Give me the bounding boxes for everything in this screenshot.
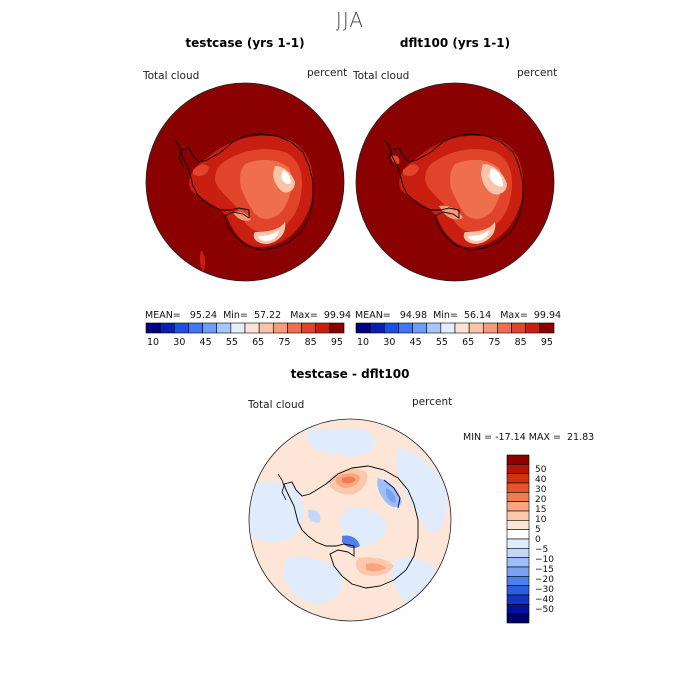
colorbar-tick-label: 10: [535, 515, 547, 525]
colorbar-swatch: [506, 529, 530, 540]
colorbar-swatch: [440, 322, 456, 334]
panel1-title: testcase (yrs 1-1): [185, 36, 305, 50]
colorbar-tick-label: 65: [252, 337, 264, 348]
colorbar-tick-label: 75: [488, 337, 500, 348]
colorbar-swatch: [355, 322, 371, 334]
colorbar-swatch: [272, 322, 288, 334]
colorbar-swatch: [506, 576, 530, 586]
colorbar-swatch: [301, 322, 317, 334]
diff-polar-map: [248, 418, 452, 622]
diff-units: percent: [412, 396, 453, 408]
colorbar-tick-label: 75: [278, 337, 290, 348]
colorbar-tick-label: 95: [541, 337, 553, 348]
colorbar-swatch: [506, 557, 530, 568]
colorbar-tick-label: −50: [535, 605, 554, 615]
colorbar-swatch: [369, 322, 385, 334]
colorbar-tick-label: 45: [200, 337, 212, 348]
colorbar-swatch: [188, 322, 203, 334]
colorbar-swatch: [506, 566, 530, 577]
colorbar-tick-label: 5: [535, 525, 541, 535]
colorbar-swatch: [506, 510, 530, 521]
colorbar-swatch: [506, 501, 530, 512]
colorbar-tick-label: 10: [147, 337, 159, 348]
panel1-stats: MEAN= 95.24 Min= 57.22 Max= 99.94: [145, 310, 352, 321]
colorbar-tick-label: 30: [173, 337, 185, 348]
colorbar-swatch: [216, 322, 232, 334]
colorbar-swatch: [468, 322, 484, 334]
diff-variable: Total cloud: [248, 399, 305, 411]
colorbar-tick-label: 0: [535, 535, 541, 545]
colorbar-tick-label: 30: [383, 337, 395, 348]
colorbar-tick-label: −40: [535, 595, 554, 605]
colorbar-swatch: [506, 464, 530, 474]
colorbar-swatch: [506, 594, 530, 605]
colorbar-tick-label: −30: [535, 585, 554, 595]
colorbar-tick-label: 45: [410, 337, 422, 348]
panel2-polar-map: [355, 82, 555, 282]
colorbar-swatch: [506, 520, 530, 530]
colorbar-swatch: [506, 548, 530, 558]
diff-title: testcase - dflt100: [290, 367, 410, 381]
panel2-title: dflt100 (yrs 1-1): [399, 36, 511, 50]
colorbar-tick-label: 10: [357, 337, 369, 348]
colorbar-swatch: [230, 322, 246, 334]
colorbar-swatch: [506, 613, 530, 624]
colorbar-swatch: [506, 604, 530, 614]
panel2-stats: MEAN= 94.98 Min= 56.14 Max= 99.94: [355, 310, 562, 321]
colorbar-swatch: [511, 322, 527, 334]
season-title: JJA: [335, 8, 365, 32]
panel1-polar-map: [145, 82, 345, 282]
colorbar-swatch: [398, 322, 413, 334]
colorbar-tick-label: 15: [535, 505, 546, 515]
colorbar-swatch: [497, 322, 512, 334]
colorbar-swatch: [506, 538, 530, 549]
colorbar-swatch: [244, 322, 260, 334]
colorbar-swatch: [287, 322, 302, 334]
colorbar-tick-label: 30: [535, 485, 547, 495]
colorbar-swatch: [202, 322, 218, 334]
colorbar-tick-label: 40: [535, 475, 547, 485]
panel1-units: percent: [307, 67, 348, 79]
colorbar-swatch: [525, 322, 541, 334]
colorbar-swatch: [383, 322, 399, 334]
panel2-colorbar: 10 30 45 55 65 75 85 95: [355, 322, 555, 348]
colorbar-swatch: [258, 322, 274, 334]
panel1-colorbar: 10 30 45 55 65 75 85 95: [145, 322, 345, 348]
colorbar-swatch: [506, 492, 530, 502]
colorbar-swatch: [506, 585, 530, 596]
colorbar-tick-label: 20: [535, 495, 547, 505]
colorbar-swatch: [412, 322, 428, 334]
colorbar-tick-label: 55: [436, 337, 448, 348]
colorbar-swatch: [506, 454, 530, 465]
colorbar-swatch: [173, 322, 189, 334]
colorbar-tick-label: −15: [535, 565, 554, 575]
panel1-variable: Total cloud: [143, 70, 200, 82]
colorbar-tick-label: −20: [535, 575, 554, 585]
panel2-units: percent: [517, 67, 558, 79]
colorbar-tick-label: −5: [535, 545, 548, 555]
colorbar-swatch: [506, 482, 530, 493]
colorbar-swatch: [329, 322, 345, 334]
colorbar-swatch: [159, 322, 175, 334]
colorbar-tick-label: 85: [305, 337, 317, 348]
colorbar-tick-label: −10: [535, 555, 554, 565]
colorbar-tick-label: 65: [462, 337, 474, 348]
colorbar-swatch: [506, 473, 530, 484]
colorbar-tick-label: 85: [515, 337, 527, 348]
colorbar-tick-label: 55: [226, 337, 238, 348]
colorbar-swatch: [426, 322, 442, 334]
colorbar-tick-label: 50: [535, 465, 547, 475]
colorbar-swatch: [482, 322, 498, 334]
colorbar-swatch: [539, 322, 555, 334]
colorbar-swatch: [315, 322, 331, 334]
panel2-variable: Total cloud: [353, 70, 410, 82]
colorbar-swatch: [454, 322, 470, 334]
colorbar-swatch: [145, 322, 161, 334]
colorbar-tick-label: 95: [331, 337, 343, 348]
diff-minmax: MIN = -17.14 MAX = 21.83: [463, 432, 595, 443]
